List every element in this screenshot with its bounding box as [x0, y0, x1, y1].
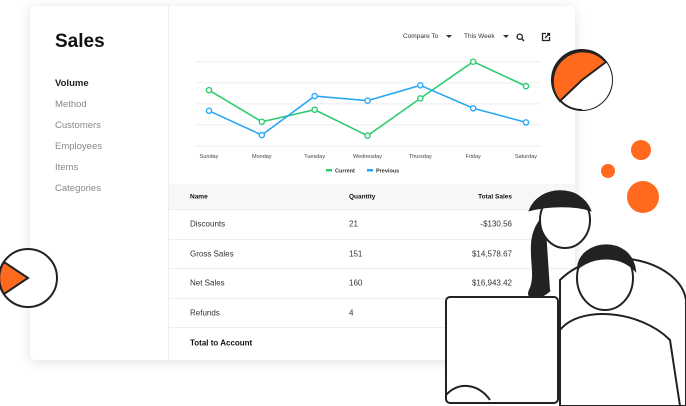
sidebar-item-method[interactable]: Method	[55, 99, 87, 110]
data-point	[522, 119, 530, 126]
data-point	[469, 58, 477, 66]
sidebar-nav: Volume Method Customers Employees Items …	[55, 78, 102, 204]
sidebar-item-categories[interactable]: Categories	[55, 183, 101, 194]
cell-total-sales: $14,578.67	[471, 249, 512, 259]
table-row: Gross Sales 151 $14,578.67	[169, 240, 575, 269]
data-point	[258, 118, 266, 126]
sidebar-item-customers[interactable]: Customers	[55, 120, 101, 131]
period-dropdown[interactable]: This Week	[464, 33, 509, 40]
data-point	[311, 92, 318, 100]
page-title: Sales	[55, 31, 105, 52]
cell-name: Net Sales	[190, 278, 225, 288]
table-header: Name Quantity Total Sales	[169, 184, 575, 210]
cell-quantity: 160	[349, 278, 363, 288]
cell-total-sales: -$130.56	[480, 219, 512, 229]
cell-quantity: 4	[349, 308, 354, 318]
data-point	[417, 95, 424, 102]
sidebar-item-employees[interactable]: Employees	[55, 141, 102, 152]
data-point	[469, 104, 477, 112]
period-label: This Week	[464, 33, 495, 40]
chevron-down-icon	[502, 34, 509, 38]
sales-line-chart: Sunday Monday Tuesday Wednesday Thursday Frid…	[196, 58, 540, 175]
sidebar: Sales Volume Method Customers Employees …	[30, 6, 169, 360]
pie-icon-left	[0, 248, 58, 308]
legend-label: Previous	[376, 169, 399, 175]
table-row: Discounts 21 -$130.56	[169, 210, 575, 240]
cell-total-sales: $16,943.42	[471, 278, 512, 288]
cell-quantity: 21	[349, 219, 358, 229]
decorative-dots	[601, 140, 659, 213]
x-tick-label: Monday	[252, 154, 272, 160]
people-illustration	[445, 190, 686, 406]
sidebar-item-items[interactable]: Items	[55, 162, 79, 173]
table-row: Refunds 4	[169, 299, 575, 328]
data-point	[205, 86, 213, 94]
header-name: Name	[190, 193, 208, 200]
table-row: Net Sales 160 $16,943.42	[169, 269, 575, 299]
cell-name: Discounts	[190, 219, 226, 229]
sidebar-item-volume[interactable]: Volume	[55, 78, 89, 89]
compare-to-dropdown[interactable]: Compare To	[403, 33, 453, 40]
data-point	[205, 107, 213, 115]
cell-name: Gross Sales	[190, 249, 234, 259]
export-icon[interactable]	[541, 32, 551, 42]
cell-name: Refunds	[190, 308, 220, 318]
x-tick-label: Friday	[466, 154, 482, 160]
data-point	[364, 97, 371, 104]
total-label: Total to Account	[190, 338, 253, 348]
cell-quantity: 151	[349, 249, 363, 259]
data-point	[311, 106, 318, 114]
x-tick-label: Wednesday	[353, 154, 382, 160]
x-tick-label: Saturday	[515, 154, 537, 160]
data-point	[522, 82, 530, 90]
x-tick-label: Thursday	[409, 154, 432, 160]
sales-card: Sales Volume Method Customers Employees …	[30, 6, 575, 360]
data-point	[364, 132, 371, 139]
legend-swatch	[367, 169, 373, 172]
sales-table: Name Quantity Total Sales Discounts 21 -$1…	[169, 184, 575, 358]
data-point	[258, 131, 266, 139]
pie-icon	[551, 49, 613, 111]
header-total-sales: Total Sales	[478, 193, 512, 200]
x-tick-label: Tuesday	[304, 154, 325, 160]
total-row: Total to Account	[169, 328, 575, 358]
chevron-down-icon	[446, 34, 453, 38]
data-point	[417, 82, 424, 89]
compare-to-label: Compare To	[403, 33, 439, 40]
header-quantity: Quantity	[349, 193, 376, 200]
legend-label: Current	[335, 169, 355, 175]
search-icon[interactable]	[516, 33, 525, 42]
legend-swatch	[326, 169, 332, 172]
x-tick-label: Sunday	[200, 154, 219, 160]
